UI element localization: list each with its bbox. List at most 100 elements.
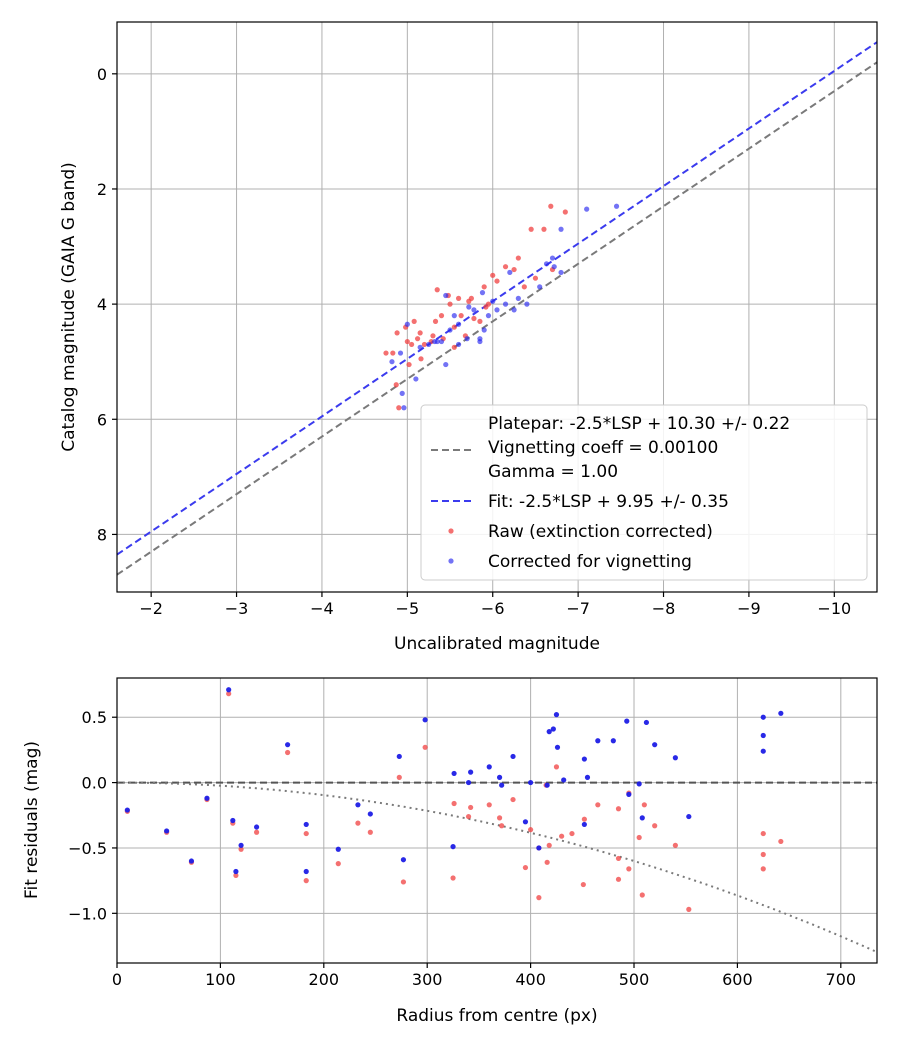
bottom-raw-point (672, 842, 678, 848)
bottom-corrected-point (536, 845, 542, 851)
top-raw-point (528, 226, 534, 232)
bottom-raw-point (553, 764, 560, 770)
bottom-raw-point (581, 816, 587, 822)
top-y-axis-label: Catalog magnitude (GAIA G band) (59, 162, 79, 452)
bottom-corrected-point (522, 819, 529, 825)
bottom-raw-point (760, 830, 766, 837)
bottom-corrected-point (581, 756, 587, 762)
bottom-raw-point (400, 879, 407, 885)
bottom-corrected-point (396, 753, 402, 760)
bottom-raw-point (652, 823, 658, 829)
top-raw-point (411, 318, 417, 324)
bottom-raw-point (615, 806, 622, 812)
bottom-y-tick-label: −0.5 (68, 839, 107, 858)
top-raw-point (455, 295, 462, 301)
top-raw-point (458, 313, 464, 319)
top-raw-point (447, 301, 453, 307)
top-x-tick-label: −7 (566, 599, 590, 618)
bottom-raw-point (580, 881, 586, 888)
bottom-raw-point (499, 823, 505, 829)
top-corrected-point (464, 336, 470, 342)
bottom-raw-point (522, 864, 529, 871)
bottom-raw-point (510, 796, 516, 803)
top-corrected-point (524, 301, 530, 307)
bottom-raw-point (595, 802, 601, 808)
top-corrected-point (389, 359, 395, 365)
top-corrected-point (481, 327, 487, 333)
bottom-corrected-point (465, 779, 472, 786)
bottom-corrected-point (400, 857, 407, 863)
bottom-raw-point (528, 827, 534, 833)
top-raw-point (430, 333, 436, 339)
top-corrected-point (502, 301, 509, 307)
legend-label-gamma: Gamma = 1.00 (488, 462, 618, 482)
top-raw-point (481, 284, 487, 290)
bottom-x-tick-label: 700 (826, 970, 857, 989)
legend-label-vignetting: Vignetting coeff = 0.00100 (488, 438, 718, 458)
legend-label-fit: Fit: -2.5*LSP + 9.95 +/- 0.35 (488, 492, 729, 512)
bottom-corrected-point (624, 718, 630, 724)
legend: Platepar: -2.5*LSP + 10.30 +/- 0.22 Vign… (420, 404, 868, 581)
bottom-raw-point (486, 802, 492, 808)
bottom-corrected-point (550, 726, 556, 732)
top-raw-point (393, 382, 399, 388)
top-raw-point (438, 313, 445, 319)
bottom-raw-point (615, 876, 622, 882)
top-corrected-point (397, 350, 404, 356)
top-corrected-point (485, 313, 492, 319)
top-raw-point (521, 284, 527, 290)
bottom-corrected-point (672, 755, 678, 761)
bottom-raw-point (253, 829, 260, 835)
top-corrected-point (584, 206, 590, 212)
top-raw-point (471, 315, 477, 322)
bottom-corrected-point (595, 738, 601, 744)
top-corrected-point (455, 341, 462, 348)
bottom-corrected-point (422, 717, 428, 723)
bottom-raw-point (226, 691, 232, 697)
legend-corrected-marker (448, 558, 454, 564)
bottom-y-tick-label: 0.5 (82, 708, 107, 727)
bottom-raw-point (760, 866, 766, 872)
bottom-corrected-point (188, 858, 195, 864)
top-corrected-point (426, 341, 432, 348)
bottom-raw-point (233, 872, 239, 879)
top-corrected-point (471, 307, 477, 313)
top-corrected-point (477, 338, 483, 345)
bottom-raw-point (367, 829, 373, 835)
bottom-raw-point (465, 813, 472, 820)
top-raw-point (421, 341, 428, 348)
top-fit-lines (116, 41, 878, 576)
bottom-corrected-point (584, 774, 591, 780)
top-raw-point (541, 226, 547, 232)
top-plot-frame (116, 21, 878, 593)
legend-label-corrected: Corrected for vignetting (488, 552, 692, 572)
top-raw-point (502, 264, 509, 270)
top-corrected-point (466, 304, 472, 310)
bottom-corrected-point (553, 712, 560, 718)
top-raw-point (432, 318, 439, 324)
top-raw-point (477, 318, 483, 324)
top-raw-point (483, 304, 489, 310)
top-points (383, 203, 620, 411)
bottom-corrected-point (652, 742, 658, 748)
top-raw-point (396, 405, 402, 411)
bottom-raw-point (639, 892, 645, 898)
top-y-tick-label: 8 (97, 525, 107, 544)
bottom-corrected-point (367, 811, 373, 817)
bottom-corrected-point (164, 828, 170, 834)
bottom-corrected-point (760, 748, 766, 754)
top-x-tick-label: −10 (817, 599, 851, 618)
top-corrected-point (511, 307, 517, 313)
bottom-corrected-point (335, 846, 341, 852)
magnitude-calibration-plot: −2 −3 −4 −5 −6 −7 −8 −9 −10 0 2 4 6 8 Uncalibrated ma… (59, 21, 878, 654)
bottom-corrected-point (233, 868, 239, 875)
bottom-corrected-point (285, 742, 291, 748)
top-corrected-point (479, 290, 486, 296)
top-raw-point (451, 324, 457, 330)
residuals-plot: 0 100 200 300 400 500 600 700 0.5 0.0 −0.5 −1.0 Rad… (22, 677, 878, 1026)
bottom-corrected-point (355, 802, 361, 808)
top-x-axis-label: Uncalibrated magnitude (394, 634, 600, 654)
bottom-corrected-point (636, 781, 642, 787)
top-corrected-point (490, 298, 496, 304)
bottom-reference-lines (117, 781, 878, 954)
